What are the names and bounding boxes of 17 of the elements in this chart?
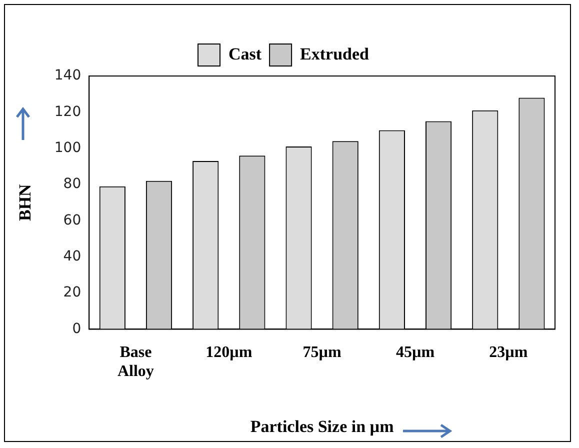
x-tick-label: 120µm bbox=[206, 344, 253, 361]
y-tick-label: 20 bbox=[63, 284, 82, 301]
y-tick-label: 120 bbox=[54, 104, 82, 120]
y-tick-label: 0 bbox=[72, 320, 82, 337]
x-tick-label: 75µm bbox=[302, 344, 342, 361]
legend-label: Extruded bbox=[300, 44, 370, 64]
x-tick-label: 23µm bbox=[489, 344, 528, 361]
y-axis-title: BHN bbox=[16, 183, 35, 222]
y-tick-label: 40 bbox=[63, 248, 82, 264]
legend-label: Cast bbox=[228, 44, 262, 64]
y-tick-label: 140 bbox=[54, 68, 82, 84]
y-tick-label: 60 bbox=[63, 212, 82, 228]
x-tick-label: 45µm bbox=[396, 344, 436, 361]
y-tick-label: 100 bbox=[54, 140, 82, 156]
y-tick-label: 80 bbox=[63, 176, 82, 192]
x-tick-label: Base Alloy bbox=[117, 344, 154, 380]
x-axis-title: Particles Size in µm bbox=[250, 417, 394, 436]
